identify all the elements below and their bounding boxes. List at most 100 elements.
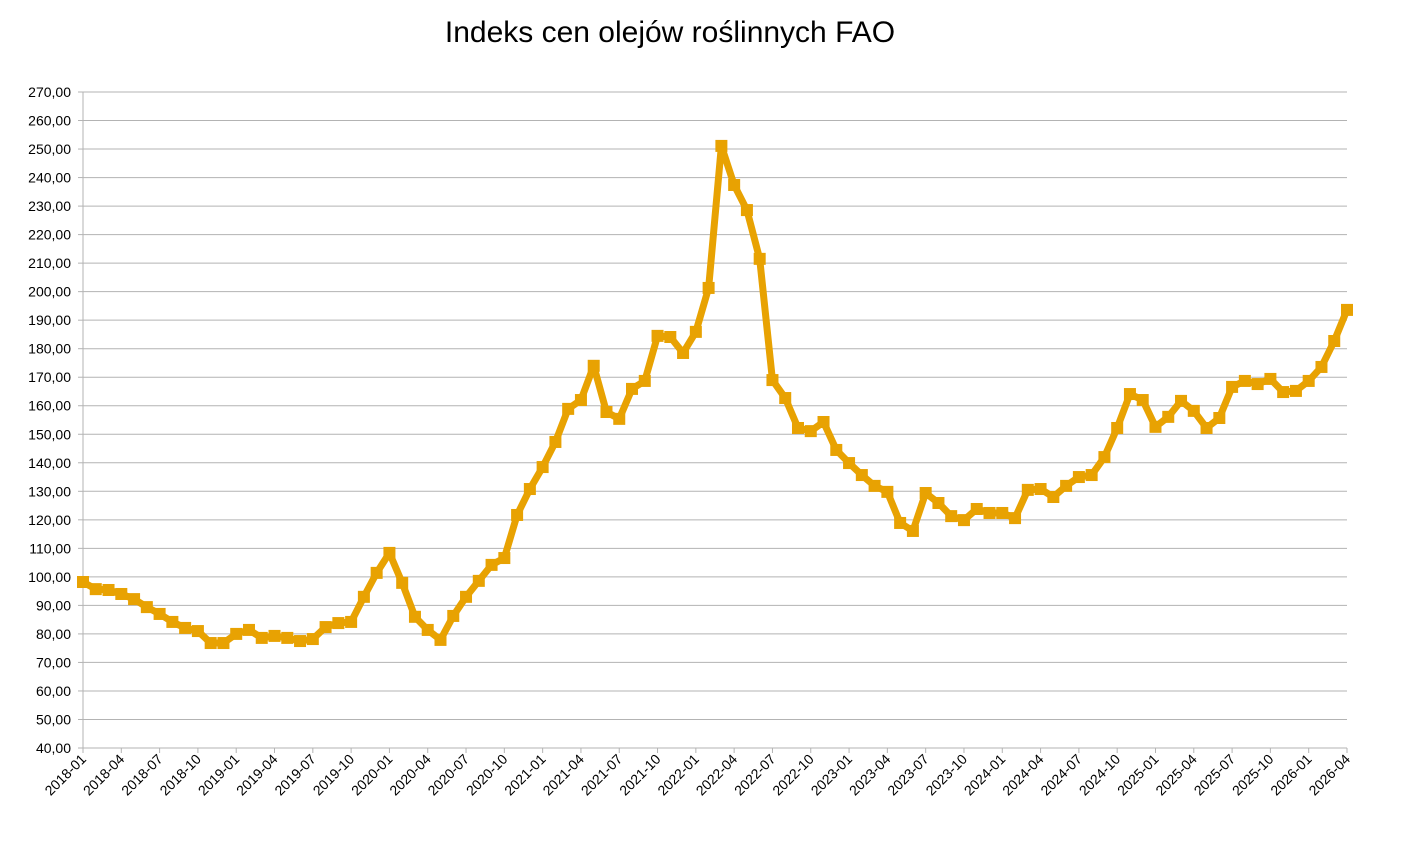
data-point <box>421 623 434 636</box>
data-point <box>562 402 575 415</box>
x-tick-label: 2022-10 <box>769 751 817 799</box>
data-point <box>523 483 536 496</box>
data-point <box>281 631 294 644</box>
y-tick-label: 150,00 <box>28 426 71 442</box>
y-tick-label: 210,00 <box>28 255 71 271</box>
data-point <box>817 415 830 428</box>
x-tick-label: 2019-10 <box>310 751 358 799</box>
y-tick-label: 240,00 <box>28 170 71 186</box>
data-point <box>1226 380 1239 393</box>
y-tick-label: 90,00 <box>36 597 71 613</box>
y-tick-label: 100,00 <box>28 569 71 585</box>
data-point <box>357 590 370 603</box>
data-point <box>140 601 153 614</box>
data-point <box>970 502 983 515</box>
data-point <box>1238 374 1251 387</box>
data-point <box>868 479 881 492</box>
data-point <box>1123 388 1136 401</box>
data-point <box>957 514 970 527</box>
data-point <box>179 621 192 634</box>
data-point <box>128 593 141 606</box>
y-tick-label: 160,00 <box>28 398 71 414</box>
y-tick-label: 180,00 <box>28 341 71 357</box>
data-point <box>945 510 958 523</box>
data-point <box>1264 372 1277 385</box>
x-tick-label: 2019-01 <box>195 751 243 799</box>
data-point <box>1009 512 1022 525</box>
data-point <box>804 425 817 438</box>
y-tick-label: 270,00 <box>28 84 71 100</box>
x-tick-label: 2024-01 <box>961 751 1009 799</box>
y-tick-label: 40,00 <box>36 740 71 756</box>
data-point <box>1111 421 1124 434</box>
data-point <box>230 627 243 640</box>
data-point <box>1085 469 1098 482</box>
x-tick-label: 2023-07 <box>884 751 932 799</box>
x-tick-label: 2021-07 <box>578 751 626 799</box>
data-point <box>664 331 677 344</box>
data-point <box>1315 360 1328 373</box>
x-tick-label: 2020-04 <box>386 751 434 799</box>
data-point <box>306 633 319 646</box>
data-point <box>115 587 128 600</box>
y-tick-label: 200,00 <box>28 284 71 300</box>
x-tick-label: 2026-01 <box>1267 751 1315 799</box>
data-point <box>855 469 868 482</box>
y-tick-label: 60,00 <box>36 683 71 699</box>
data-point <box>485 558 498 571</box>
data-point <box>1277 386 1290 399</box>
data-point <box>383 546 396 559</box>
x-tick-label: 2022-04 <box>693 751 741 799</box>
data-point <box>626 382 639 395</box>
x-tick-label: 2018-01 <box>41 751 89 799</box>
data-point <box>434 633 447 646</box>
data-point <box>242 623 255 636</box>
data-point <box>702 281 715 294</box>
y-tick-label: 260,00 <box>28 113 71 129</box>
data-point <box>996 506 1009 519</box>
data-point <box>1302 374 1315 387</box>
data-point <box>549 435 562 448</box>
data-point <box>715 139 728 152</box>
y-tick-label: 170,00 <box>28 369 71 385</box>
data-point <box>268 629 281 642</box>
x-tick-label: 2021-10 <box>616 751 664 799</box>
data-point <box>536 461 549 474</box>
data-point <box>689 325 702 338</box>
y-tick-label: 220,00 <box>28 227 71 243</box>
data-line <box>81 142 1351 647</box>
data-point <box>613 412 626 425</box>
data-point <box>447 609 460 622</box>
y-tick-label: 250,00 <box>28 141 71 157</box>
data-point <box>408 610 421 623</box>
data-point <box>204 637 217 650</box>
data-point <box>511 508 524 521</box>
data-point <box>983 506 996 519</box>
data-point <box>191 625 204 638</box>
x-tick-label: 2020-01 <box>348 751 396 799</box>
data-point <box>102 583 115 596</box>
y-tick-label: 130,00 <box>28 483 71 499</box>
y-tick-label: 80,00 <box>36 626 71 642</box>
data-point <box>766 374 779 387</box>
y-tick-label: 120,00 <box>28 512 71 528</box>
data-point <box>677 346 690 359</box>
data-point <box>319 621 332 634</box>
x-tick-label: 2018-10 <box>156 751 204 799</box>
data-point <box>77 576 89 589</box>
data-point <box>906 524 919 537</box>
x-tick-label: 2018-04 <box>80 751 128 799</box>
data-point <box>600 406 613 419</box>
data-point <box>651 329 664 342</box>
x-tick-label: 2024-07 <box>1037 751 1085 799</box>
chart-title: Indeks cen olejów roślinnych FAO <box>445 16 895 49</box>
data-point <box>1162 410 1175 423</box>
x-tick-label: 2019-04 <box>233 751 281 799</box>
x-tick-label: 2025-07 <box>1191 751 1239 799</box>
x-tick-label: 2020-10 <box>463 751 511 799</box>
x-tick-label: 2025-04 <box>1152 751 1200 799</box>
x-tick-label: 2025-01 <box>1114 751 1162 799</box>
data-point <box>166 615 179 628</box>
